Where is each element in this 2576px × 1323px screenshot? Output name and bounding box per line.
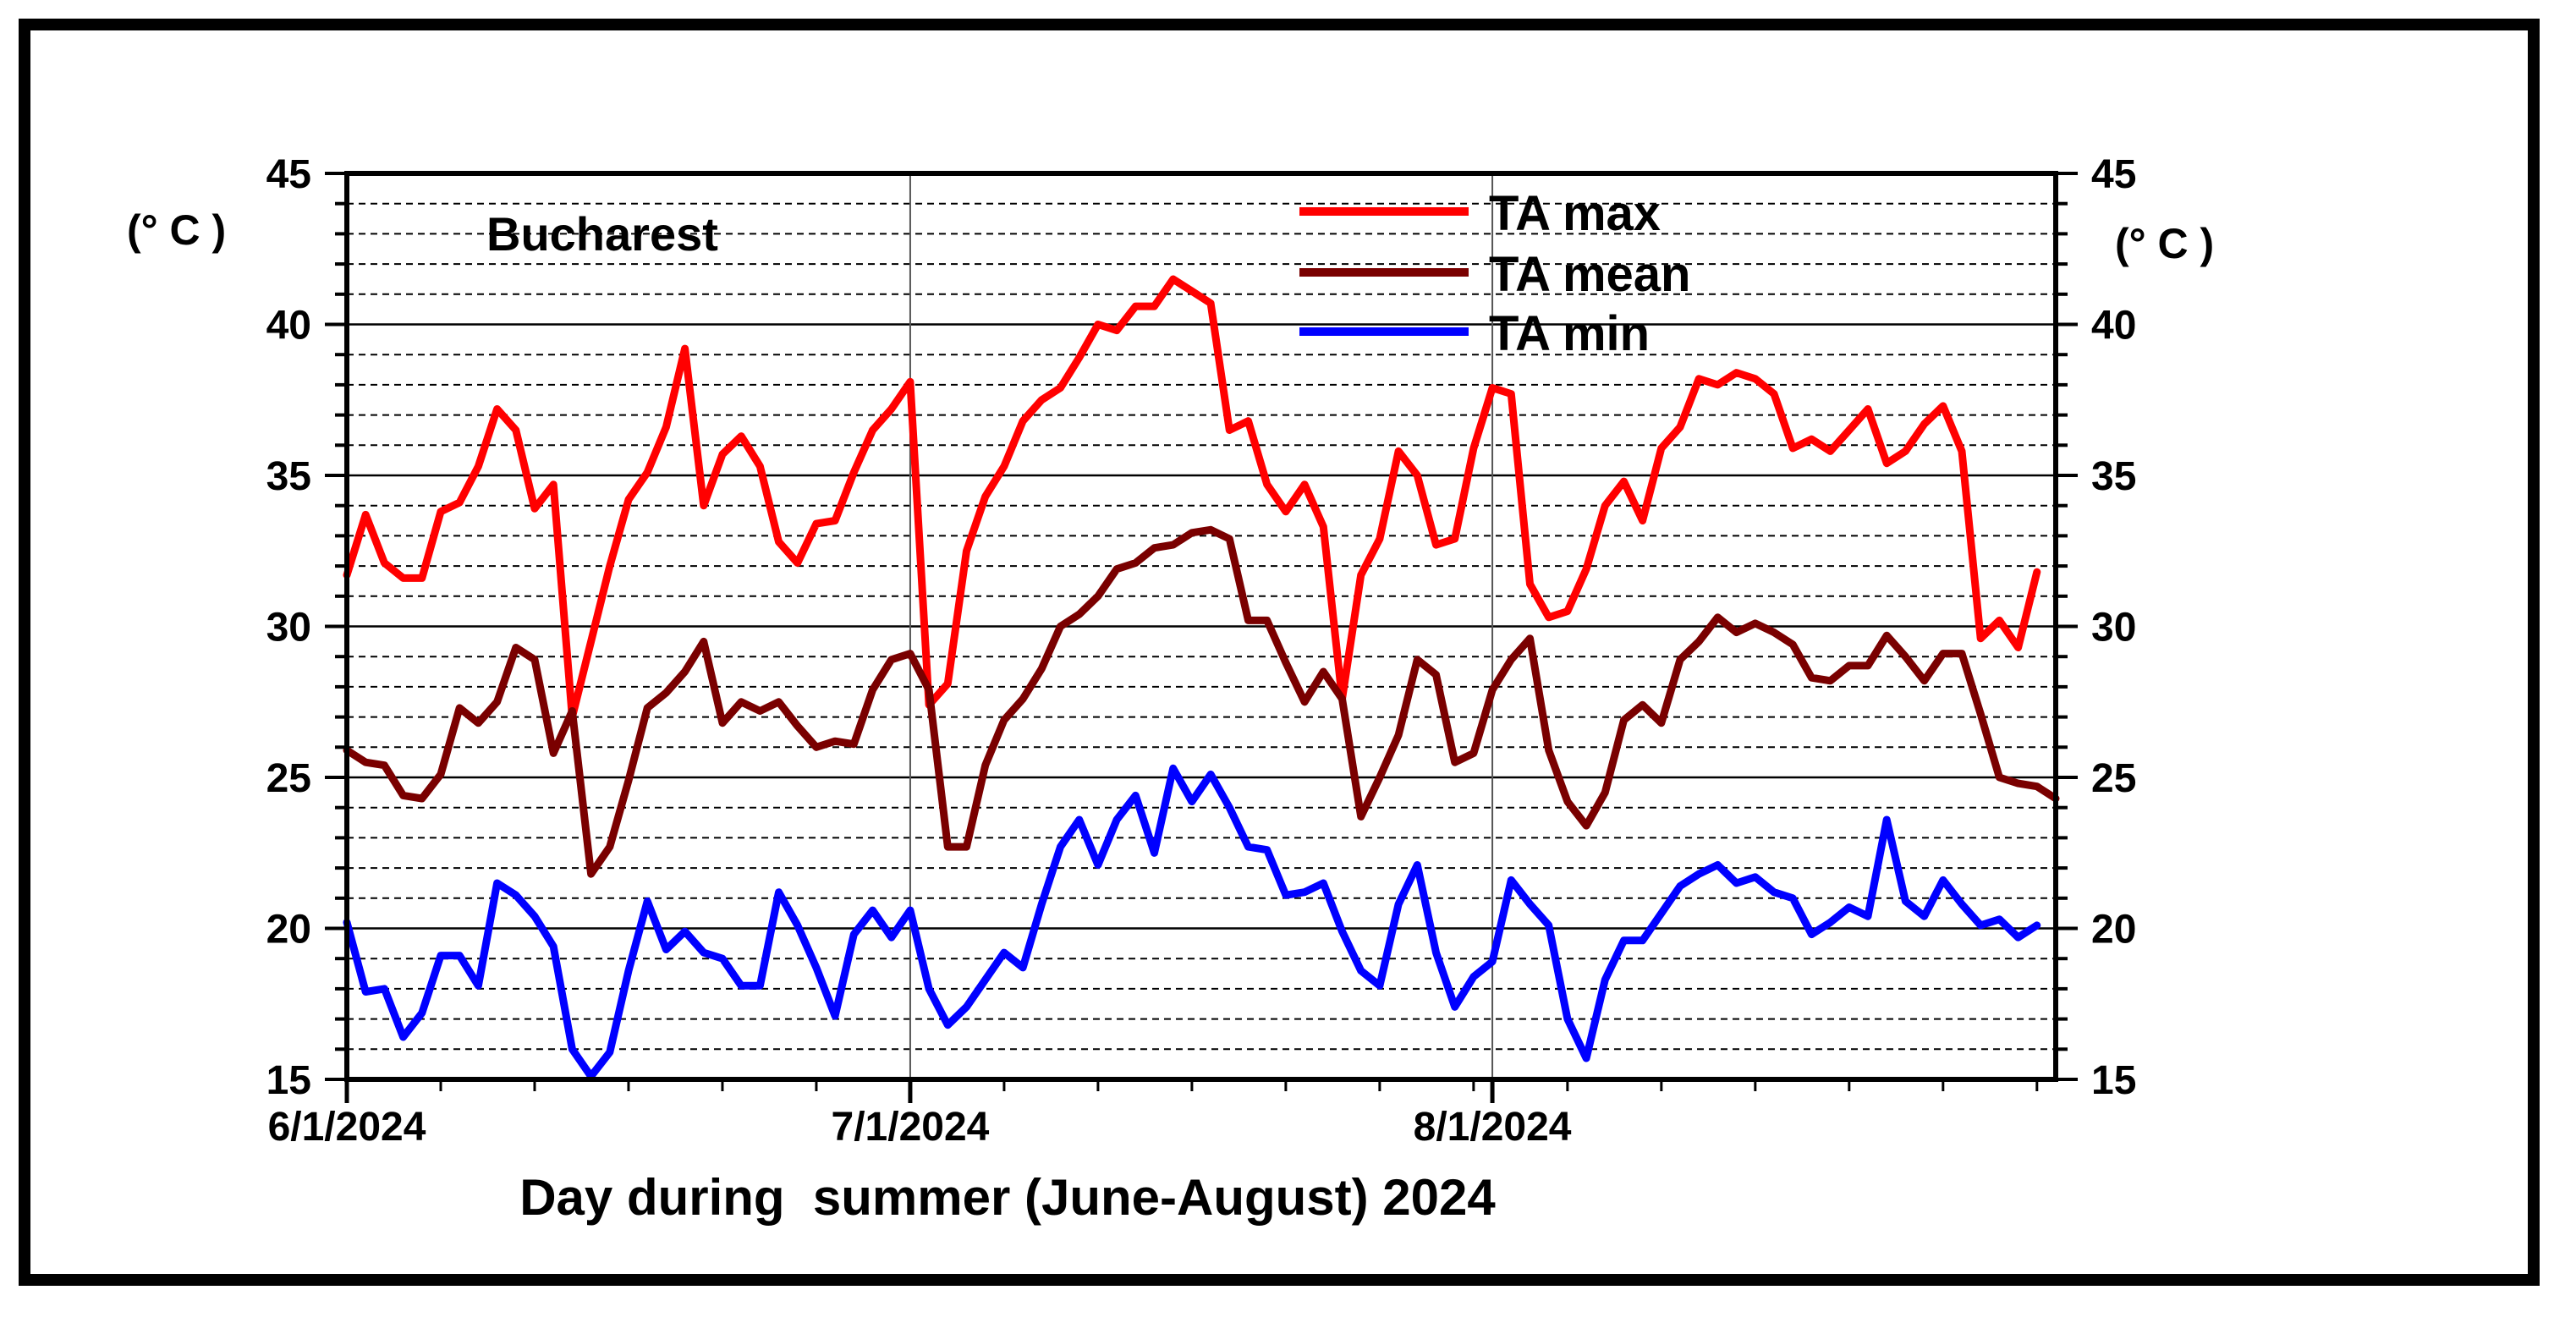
legend-label-ta-min: TA min — [1489, 306, 1650, 361]
y-tick-label-left: 25 — [266, 756, 311, 801]
y-axis-left-labels: 15 20 25 30 35 40 45 — [266, 152, 311, 1103]
x-tick-label: 7/1/2024 — [832, 1105, 990, 1150]
legend-label-ta-max: TA max — [1489, 186, 1661, 241]
x-tick-label: 8/1/2024 — [1414, 1105, 1572, 1150]
x-axis-labels: 6/1/2024 7/1/2024 8/1/2024 — [268, 1105, 1572, 1150]
grid-lines — [347, 173, 2056, 1079]
y-axis-right-labels: 15 20 25 30 35 40 45 — [2091, 152, 2136, 1103]
x-tick-label: 6/1/2024 — [268, 1105, 426, 1150]
x-axis-title: Day during summer (June-August) 2024 — [519, 1169, 1496, 1226]
y-tick-label-right: 45 — [2091, 152, 2136, 197]
y-tick-label-left: 15 — [266, 1058, 311, 1103]
axis-ticks — [325, 172, 2078, 1103]
y-tick-label-right: 35 — [2091, 454, 2136, 499]
y-axis-left-title: (° C ) — [127, 206, 226, 254]
chart-title: Bucharest — [486, 207, 718, 261]
y-tick-label-right: 30 — [2091, 606, 2136, 651]
y-tick-label-right: 15 — [2091, 1058, 2136, 1103]
y-tick-label-right: 20 — [2091, 908, 2136, 952]
legend-label-ta-mean: TA mean — [1489, 247, 1691, 302]
y-tick-label-left: 35 — [266, 454, 311, 499]
y-tick-label-left: 40 — [266, 304, 311, 349]
series-line-ta-mean — [343, 525, 2060, 878]
y-tick-label-right: 40 — [2091, 304, 2136, 349]
y-tick-label-left: 45 — [266, 152, 311, 197]
y-tick-label-left: 20 — [266, 908, 311, 952]
series-line-ta-max — [343, 275, 2041, 722]
y-tick-label-right: 25 — [2091, 756, 2136, 801]
series-line-ta-min — [343, 764, 2041, 1080]
series-layer — [343, 275, 2060, 1080]
y-axis-right-title: (° C ) — [2115, 220, 2214, 267]
y-tick-label-left: 30 — [266, 606, 311, 651]
